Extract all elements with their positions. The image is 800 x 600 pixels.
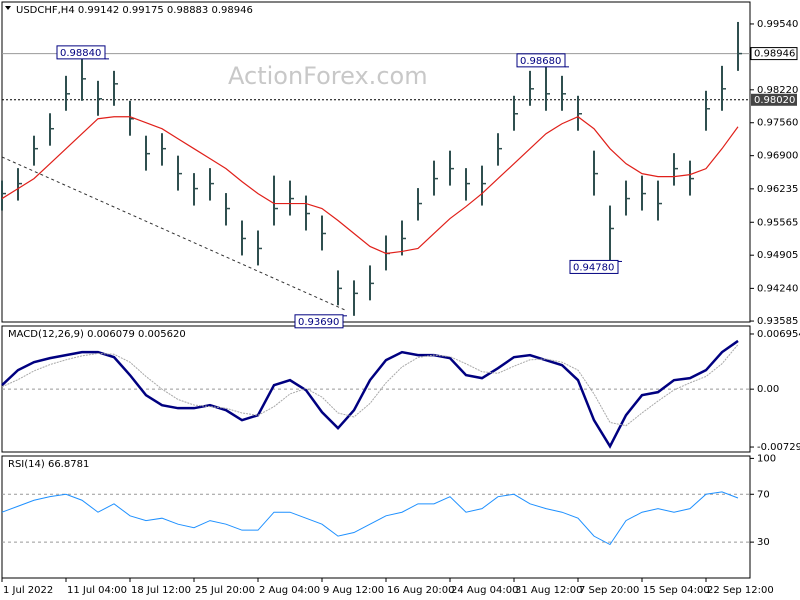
- moving-average: [1, 116, 739, 255]
- series-line: [1, 491, 739, 546]
- y-tick-label: -0.007294: [757, 442, 800, 453]
- y-tick-label: 0.99540: [757, 19, 798, 30]
- watermark: ActionForex.com: [228, 62, 428, 90]
- y-tick-label: 0.98220: [757, 85, 798, 96]
- x-tick-label: 31 Aug 12:00: [515, 585, 582, 596]
- x-tick-label: 15 Sep 04:00: [643, 585, 710, 596]
- series-line: [1, 344, 739, 427]
- series-line: [1, 339, 739, 449]
- current-price-label: 0.98946: [754, 49, 795, 60]
- annotation-box: [294, 314, 344, 329]
- annotation-label: 0.93690: [298, 317, 339, 328]
- y-tick-label: 0.00: [757, 384, 779, 395]
- y-tick-label: 0.96900: [757, 151, 798, 162]
- level-box: [751, 93, 797, 106]
- annotation-label: 0.98840: [60, 48, 101, 59]
- macd-title: MACD(12,26,9) 0.006079 0.005620: [8, 329, 186, 340]
- y-tick-label: 0.95565: [757, 217, 798, 228]
- y-tick-label: 0.97560: [757, 118, 798, 129]
- x-tick-label: 11 Jul 04:00: [67, 585, 127, 596]
- annotation-box: [516, 53, 566, 68]
- price-panel: [1, 1, 751, 323]
- rsi-panel: [1, 455, 751, 579]
- x-tick-label: 16 Aug 20:00: [387, 585, 454, 596]
- y-tick-label: 100: [757, 453, 776, 464]
- y-tick-label: 0.96235: [757, 184, 798, 195]
- annotation-box: [56, 45, 106, 60]
- y-tick-label: 30: [757, 537, 770, 548]
- x-tick-label: 2 Aug 04:00: [259, 585, 320, 596]
- y-tick-label: 70: [757, 489, 770, 500]
- annotation-label: 0.94780: [573, 262, 614, 273]
- x-tick-label: 18 Jul 12:00: [131, 585, 191, 596]
- x-tick-label: 9 Aug 12:00: [323, 585, 384, 596]
- y-tick-label: 0.006954: [757, 329, 800, 340]
- x-tick-label: 24 Aug 04:00: [451, 585, 518, 596]
- annotation-label: 0.98680: [520, 56, 561, 67]
- menu-arrow: [5, 6, 11, 10]
- y-tick-label: 0.94240: [757, 283, 798, 294]
- annotation-box: [569, 259, 619, 274]
- x-tick-label: 22 Sep 12:00: [707, 585, 774, 596]
- x-tick-label: 25 Jul 20:00: [195, 585, 255, 596]
- x-tick-label: 7 Sep 20:00: [579, 585, 639, 596]
- level-label: 0.98020: [754, 95, 795, 106]
- trend-line: [1, 156, 346, 311]
- y-tick-label: 0.93585: [757, 316, 798, 327]
- y-tick-label: 0.94905: [757, 250, 798, 261]
- x-tick-label: 1 Jul 2022: [3, 585, 53, 596]
- chart-title: USDCHF,H4 0.99142 0.99175 0.98883 0.9894…: [16, 5, 253, 16]
- current-price-box: [750, 47, 798, 61]
- rsi-title: RSI(14) 66.8781: [8, 459, 89, 470]
